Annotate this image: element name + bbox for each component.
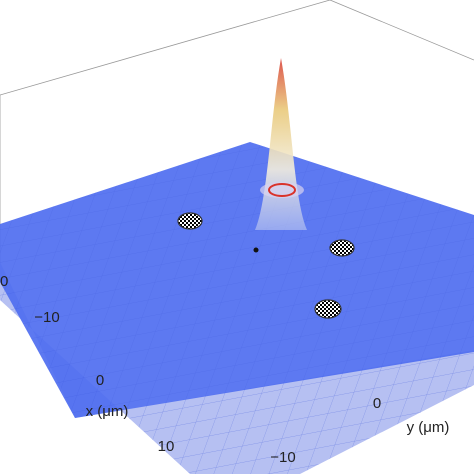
orange-spot: [177, 212, 203, 230]
red-spot: [268, 183, 296, 197]
y-tick-label: 0: [373, 395, 381, 412]
blue-spot: [329, 239, 355, 257]
y-tick-label: −10: [270, 449, 295, 466]
x-tick-label: 10: [158, 438, 175, 455]
x-tick-label: −10: [34, 309, 59, 326]
z-tick-label: 0: [0, 273, 8, 290]
floor-grid: [0, 262, 474, 474]
center-dot: [253, 247, 259, 253]
x-axis-label: x (μm): [86, 403, 129, 420]
y-axis-label: y (μm): [407, 419, 450, 436]
peak: [255, 58, 307, 230]
x-tick-label: 0: [96, 372, 104, 389]
green-spot: [314, 299, 342, 319]
plane-grid: [0, 142, 474, 418]
bounding-box: [0, 0, 474, 290]
